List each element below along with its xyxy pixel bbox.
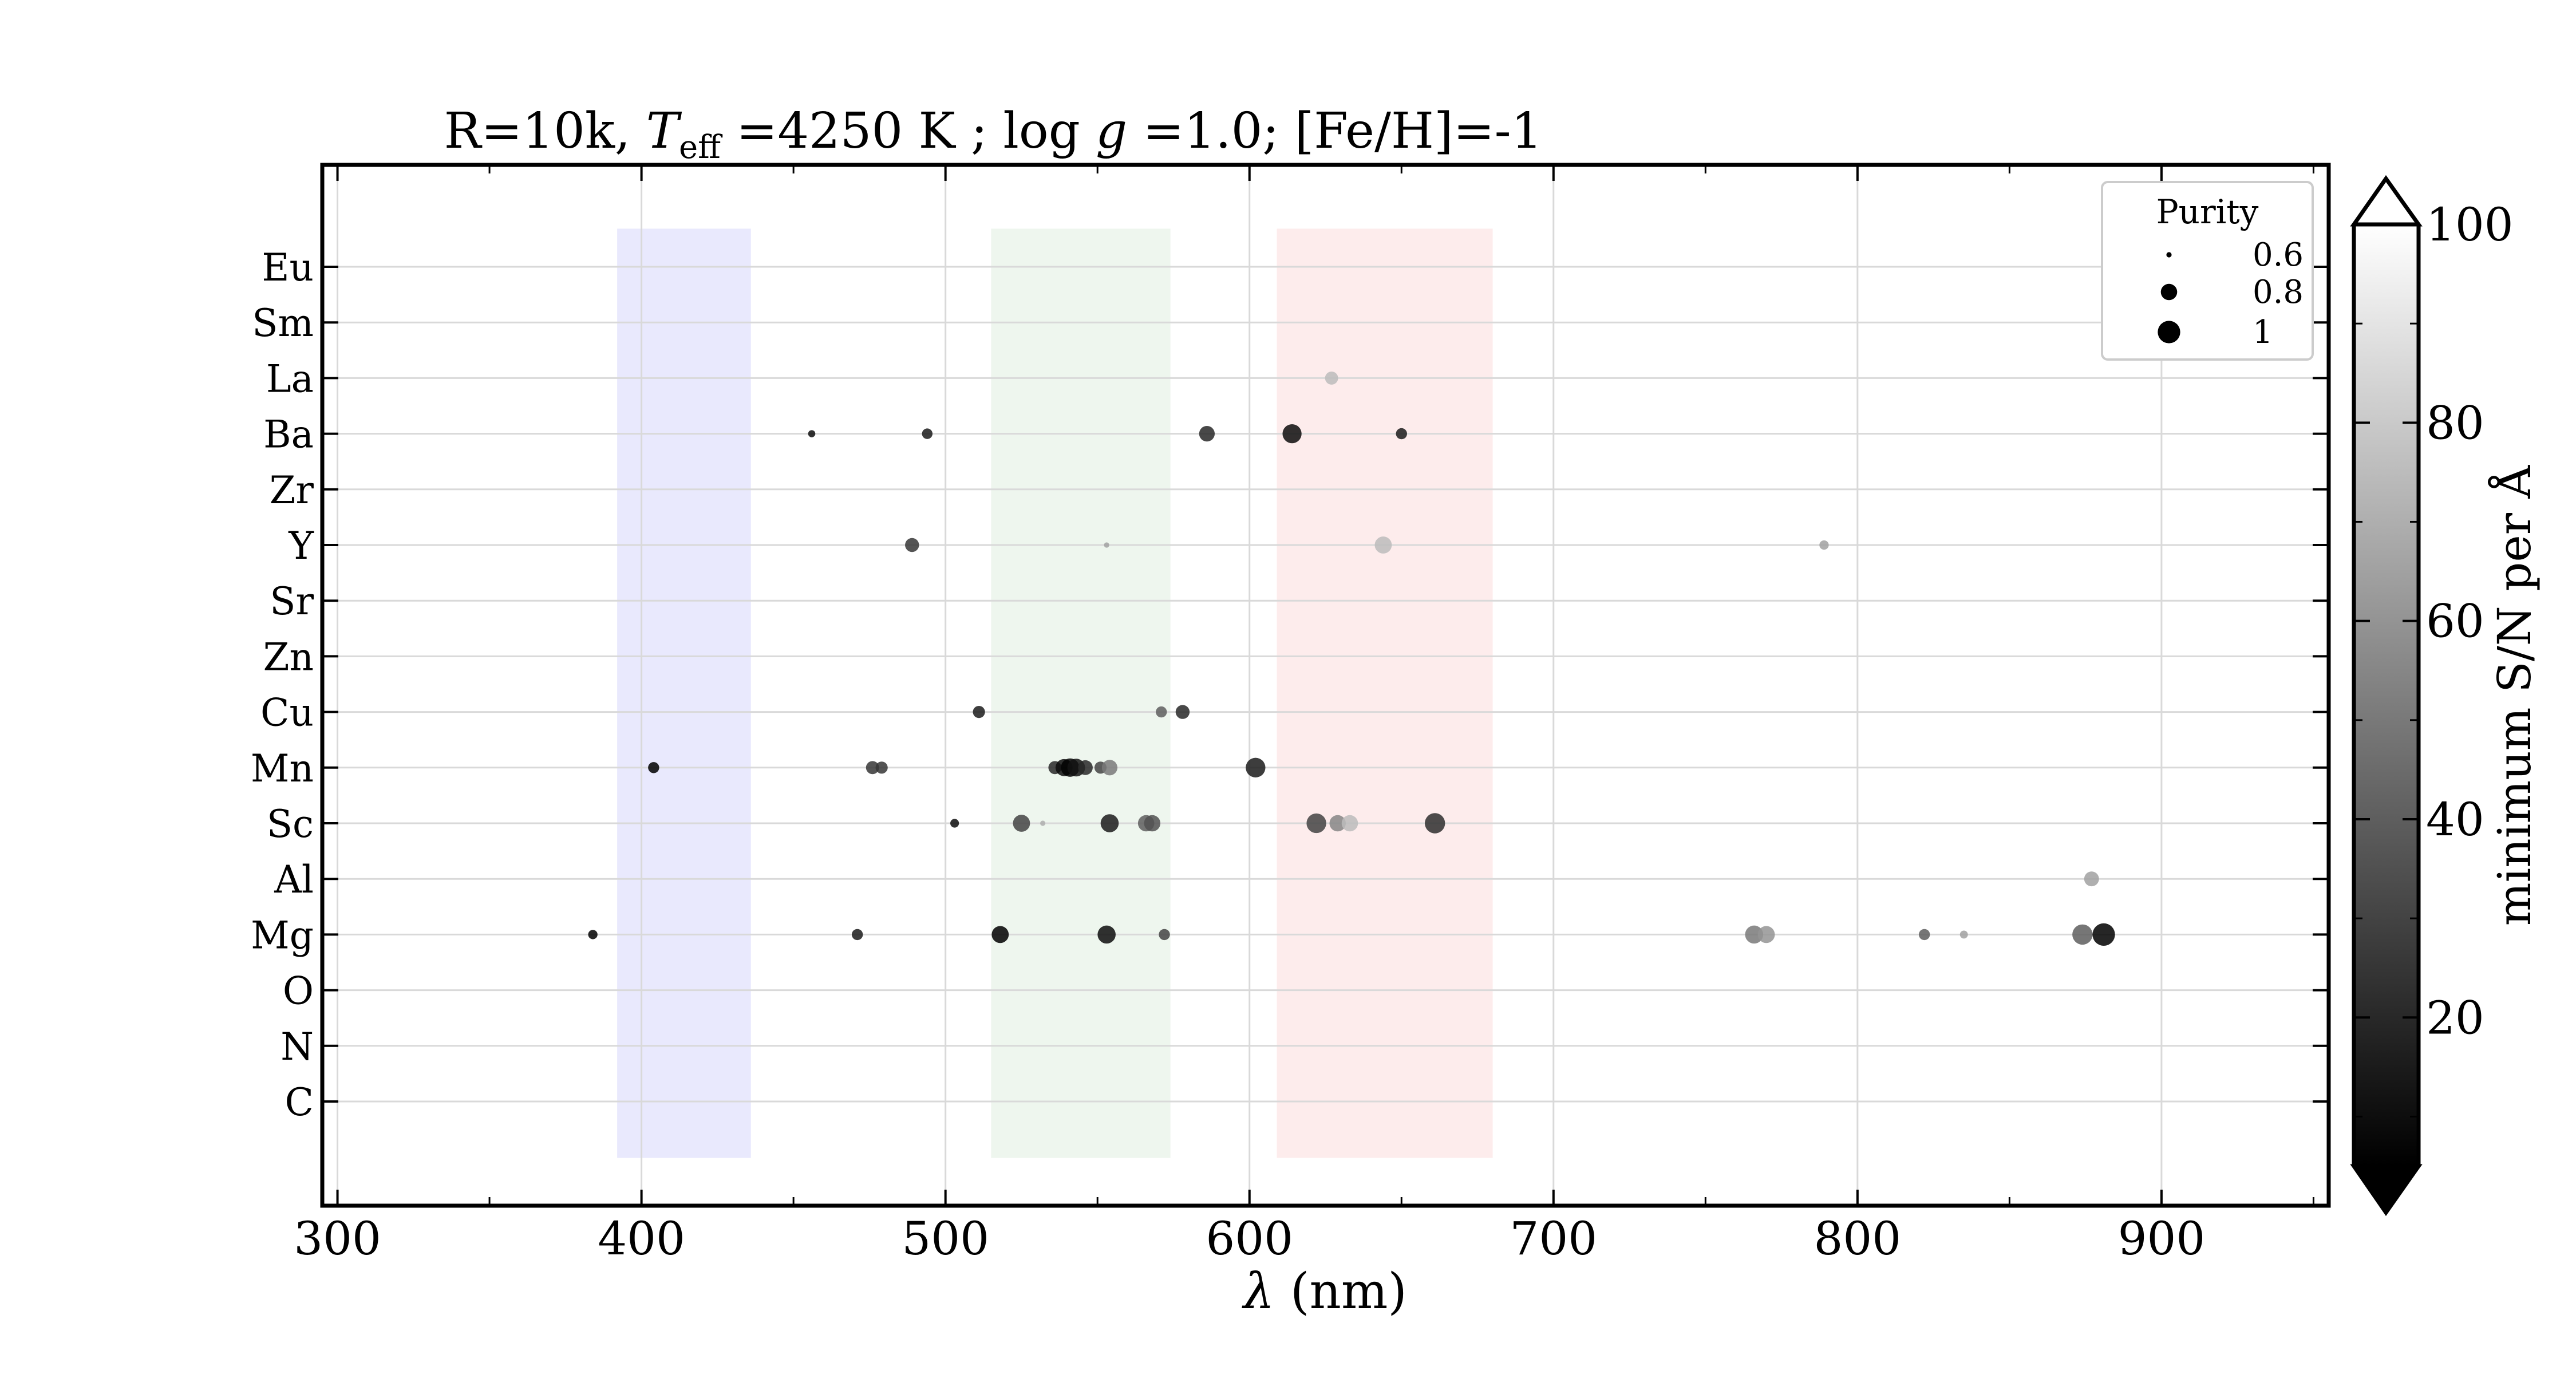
point-Mn-24 — [875, 761, 888, 774]
point-Ba-40 — [808, 430, 816, 437]
y-tick-label-Zn: Zn — [263, 635, 314, 679]
point-Mn-32 — [1246, 757, 1266, 777]
y-tick-label-Ba: Ba — [263, 413, 314, 457]
x-tick-label-500: 500 — [902, 1212, 989, 1265]
cbar-tick-label-100: 100 — [2426, 198, 2514, 251]
point-Mg-0 — [588, 930, 598, 939]
colorbar-extend-min — [2350, 1164, 2423, 1217]
point-Sc-17 — [1144, 815, 1161, 832]
point-Mg-9 — [2072, 924, 2093, 945]
point-Ba-41 — [922, 428, 933, 439]
x-tick-label-600: 600 — [1206, 1212, 1293, 1265]
cbar-tick-label-60: 60 — [2426, 595, 2484, 648]
point-Ba-44 — [1396, 428, 1407, 440]
x-tick-label-700: 700 — [1510, 1212, 1597, 1265]
point-Mg-1 — [851, 929, 863, 941]
x-tick-label-300: 300 — [294, 1212, 381, 1265]
point-Sc-14 — [1040, 820, 1046, 826]
x-tick-label-400: 400 — [598, 1212, 685, 1265]
point-Sc-13 — [1013, 815, 1030, 832]
point-Mg-2 — [991, 926, 1009, 943]
y-tick-label-Sr: Sr — [270, 579, 314, 623]
y-tick-label-Sm: Sm — [252, 301, 314, 345]
plot-frame — [320, 163, 2331, 1208]
cbar-tick-label-20: 20 — [2426, 991, 2484, 1044]
point-Mg-5 — [1745, 925, 1764, 944]
y-tick-label-Eu: Eu — [262, 246, 314, 290]
colorbar-gradient — [2354, 224, 2419, 1166]
point-Sc-21 — [1424, 813, 1445, 834]
point-Sc-12 — [950, 819, 959, 828]
point-Mg-3 — [1097, 925, 1116, 944]
point-Mn-22 — [648, 762, 659, 773]
point-La-45 — [1325, 371, 1338, 385]
band-red — [1277, 228, 1493, 1158]
x-axis-label: λ (nm) — [1242, 1263, 1407, 1320]
legend-marker-0.6 — [2166, 252, 2172, 258]
legend-marker-1 — [2158, 321, 2180, 344]
y-tick-label-Cu: Cu — [260, 691, 314, 735]
colorbar-extend-max — [2350, 175, 2423, 227]
point-Cu-33 — [973, 706, 985, 718]
y-tick-label-La: La — [266, 357, 314, 401]
data-points — [588, 371, 2115, 946]
chart-title: R=10k, Teff =4250 K ; log g =1.0; [Fe/H]… — [444, 102, 1543, 166]
legend-label-0.8: 0.8 — [2253, 274, 2304, 311]
x-tick-label-800: 800 — [1814, 1212, 1902, 1265]
point-Y-39 — [1819, 540, 1829, 550]
point-Mg-7 — [1918, 929, 1930, 941]
y-tick-label-O: O — [283, 969, 314, 1013]
point-Sc-15 — [1100, 814, 1119, 832]
legend-box — [2101, 181, 2314, 361]
colorbar: 20 40 60 80 100 minimum S/N per Å — [2350, 175, 2541, 1217]
legend-title: Purity — [2156, 192, 2259, 231]
point-Al-11 — [2084, 871, 2099, 887]
point-Sc-20 — [1341, 815, 1358, 832]
point-Mn-23 — [866, 761, 879, 775]
y-tick-label-Mg: Mg — [251, 913, 314, 957]
point-Sc-18 — [1306, 813, 1326, 834]
band-green — [991, 228, 1171, 1158]
point-Sc-19 — [1329, 815, 1346, 832]
legend-label-0.6: 0.6 — [2253, 236, 2304, 274]
legend: Purity 0.60.81 — [2101, 181, 2314, 361]
point-Cu-34 — [1156, 706, 1167, 718]
band-blue — [617, 228, 751, 1158]
point-Y-37 — [1104, 542, 1109, 548]
y-tick-label-Mn: Mn — [251, 747, 314, 791]
legend-entries: 0.60.81 — [2158, 236, 2304, 351]
point-Ba-43 — [1282, 424, 1302, 444]
plot-area: 300 400 500 600 700 800 900 CNO Mg Al Sc Mn Cu Zn Sr YZ… — [251, 163, 2331, 1265]
x-tick-label-900: 900 — [2118, 1212, 2206, 1265]
point-Y-38 — [1374, 536, 1392, 554]
cbar-tick-label-40: 40 — [2426, 793, 2484, 846]
y-tick-label-Al: Al — [274, 858, 314, 902]
point-Mg-10 — [2092, 923, 2115, 946]
y-tick-label-N: N — [280, 1025, 314, 1069]
colorbar-label: minimum S/N per Å — [2487, 465, 2541, 926]
point-Mg-4 — [1159, 929, 1170, 941]
y-tick-label-Sc: Sc — [267, 802, 314, 846]
point-Mg-8 — [1959, 930, 1968, 939]
y-tick-label-Y: Y — [288, 524, 314, 568]
cbar-tick-label-80: 80 — [2426, 396, 2484, 449]
legend-label-1: 1 — [2253, 314, 2273, 351]
point-Mn-29 — [1078, 760, 1093, 775]
y-tick-label-Zr: Zr — [270, 468, 314, 512]
point-Y-36 — [905, 538, 919, 552]
legend-marker-0.8 — [2160, 283, 2178, 301]
wavelength-bands — [617, 228, 1493, 1158]
y-tick-label-C: C — [285, 1080, 314, 1124]
point-Cu-35 — [1175, 705, 1190, 719]
point-Ba-42 — [1199, 425, 1215, 442]
point-Mg-6 — [1757, 926, 1775, 943]
point-Mn-31 — [1101, 760, 1118, 776]
colorbar-ticks: 20 40 60 80 100 — [2354, 198, 2514, 1118]
